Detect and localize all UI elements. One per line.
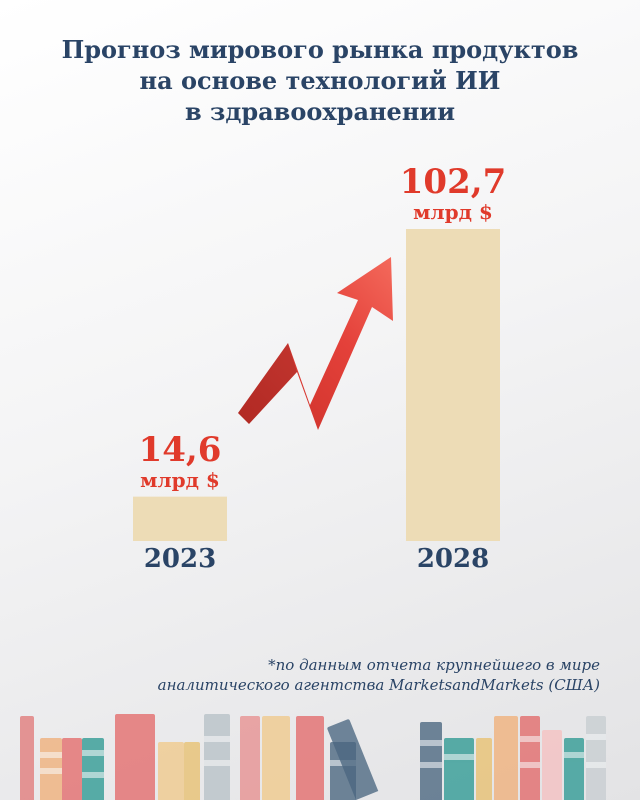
book-spine <box>520 716 540 800</box>
value-label-2028: 102,7 млрд $ <box>373 163 533 223</box>
book-spine <box>40 738 62 800</box>
value-label-2023: 14,6 млрд $ <box>100 431 260 491</box>
book-spine <box>476 738 492 800</box>
book-spine <box>115 714 155 800</box>
book-spine <box>262 716 290 800</box>
footnote-line-1: *по данным отчета крупнейшего в мире <box>268 656 600 674</box>
chart-title: Прогноз мирового рынка продуктов на осно… <box>0 34 640 127</box>
book-spine <box>564 738 584 800</box>
category-label-2028: 2028 <box>416 544 490 574</box>
value-unit: млрд $ <box>413 200 493 224</box>
value-number: 102,7 <box>399 162 507 202</box>
books-decoration-icon <box>0 706 640 800</box>
book-spine <box>586 716 606 800</box>
book-spine <box>420 722 442 800</box>
book-spine <box>494 716 518 800</box>
source-footnote: *по данным отчета крупнейшего в мире ана… <box>158 655 600 695</box>
book-spine <box>184 742 200 800</box>
book-spine <box>296 716 324 800</box>
bar-2023 <box>133 496 227 541</box>
value-number: 14,6 <box>138 429 222 470</box>
book-spine <box>158 742 184 800</box>
book-spine <box>82 738 104 800</box>
book-spine <box>204 714 230 800</box>
value-unit: млрд $ <box>140 467 220 492</box>
book-spine <box>62 738 82 800</box>
book-spine <box>444 738 474 800</box>
title-line-3: в здравоохранении <box>184 97 455 126</box>
book-spine <box>240 716 260 800</box>
bar-2028 <box>406 229 500 541</box>
book-spine <box>542 730 562 800</box>
book-spine <box>20 716 34 800</box>
title-line-1: Прогноз мирового рынка продуктов <box>61 35 579 64</box>
category-label-2023: 2023 <box>143 544 217 574</box>
growth-arrow-icon <box>238 257 393 430</box>
footnote-line-2: аналитического агентства MarketsandMarke… <box>157 676 600 694</box>
title-line-2: на основе технологий ИИ <box>139 66 501 95</box>
